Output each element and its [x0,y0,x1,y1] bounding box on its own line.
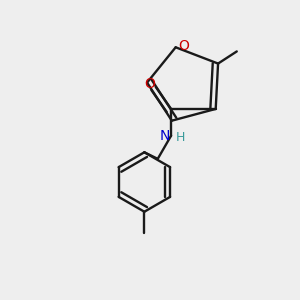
Text: O: O [144,77,155,91]
Text: H: H [176,131,185,144]
Text: N: N [160,129,170,143]
Text: O: O [178,39,189,53]
